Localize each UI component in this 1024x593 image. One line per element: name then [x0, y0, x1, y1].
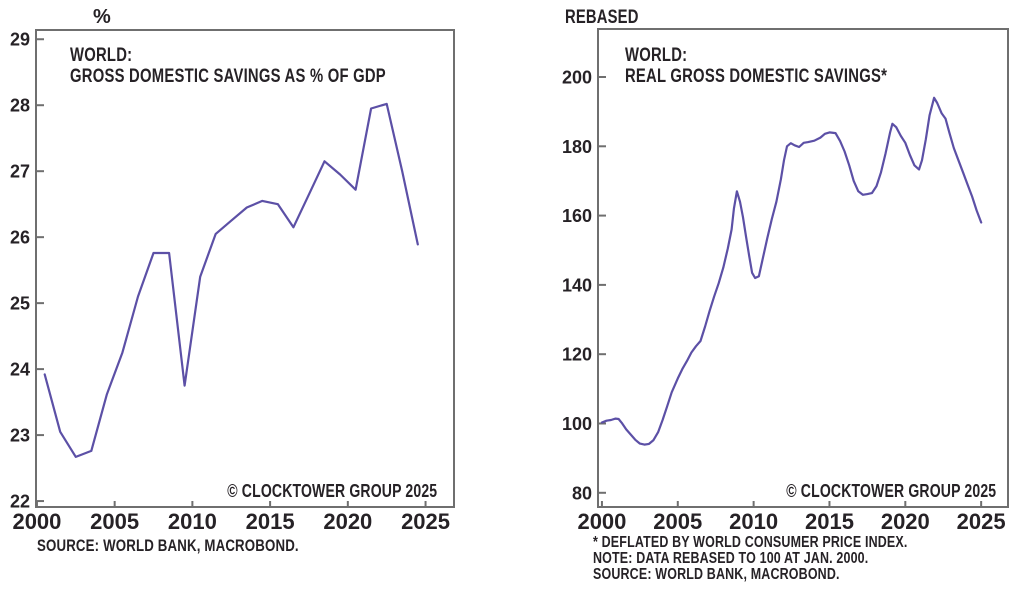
plot-frame — [35, 29, 455, 508]
y-axis-unit-label: % — [93, 6, 111, 28]
y-tick-label: 200 — [562, 67, 592, 87]
x-tick-label: 2015 — [805, 509, 854, 534]
y-tick-label: 29 — [10, 30, 30, 50]
data-series-line — [43, 102, 419, 458]
y-tick-label: 22 — [10, 492, 30, 512]
chart-gross-domestic-savings-pct-gdp: 29 28 27 26 25 24 23 22 2000 2005 2010 2015 2020 2025… — [10, 6, 455, 555]
y-tick-label: 120 — [562, 345, 592, 365]
chart-real-gross-domestic-savings: 200 180 160 140 120 100 80 2000 2005 2010 2015 2020… — [512, 0, 1024, 593]
data-series-line — [600, 96, 983, 446]
source-note-line: SOURCE: WORLD BANK, MACROBOND. — [593, 566, 840, 583]
y-tick-label: 140 — [562, 275, 592, 295]
x-tick-label: 2000 — [12, 509, 61, 534]
x-tick-label: 2005 — [653, 509, 702, 534]
source-note: SOURCE: WORLD BANK, MACROBOND. — [37, 537, 299, 555]
y-axis-unit-label: REBASED — [565, 7, 639, 28]
x-tick-label: 2015 — [246, 509, 295, 534]
y-tick-label: 180 — [562, 137, 592, 157]
footnote-rebased: NOTE: DATA REBASED TO 100 AT JAN. 2000. — [593, 550, 869, 567]
y-tick-label: 28 — [10, 96, 30, 116]
chart-title: WORLD: REAL GROSS DOMESTIC SAVINGS* — [625, 45, 887, 87]
chart-title-line1: WORLD: — [625, 45, 688, 66]
plot-frame — [597, 28, 1009, 508]
chart-title-line2: REAL GROSS DOMESTIC SAVINGS* — [625, 66, 888, 87]
x-tick-label: 2010 — [168, 509, 217, 534]
x-tick-label: 2005 — [90, 509, 139, 534]
x-tick-label: 2010 — [729, 509, 778, 534]
source-note-line: SOURCE: WORLD BANK, MACROBOND. — [37, 536, 299, 555]
y-tick-label: 80 — [572, 483, 592, 503]
footnote-deflated: * DEFLATED BY WORLD CONSUMER PRICE INDEX… — [593, 534, 908, 551]
y-tick-label: 23 — [10, 426, 30, 446]
copyright-stamp: © CLOCKTOWER GROUP 2025 — [226, 481, 437, 501]
x-tick-label: 2025 — [957, 509, 1006, 534]
x-tick-label: 2025 — [401, 509, 450, 534]
footnote-block: * DEFLATED BY WORLD CONSUMER PRICE INDEX… — [593, 535, 907, 583]
chart-title: WORLD: GROSS DOMESTIC SAVINGS AS % OF GD… — [70, 45, 386, 87]
copyright-stamp: © CLOCKTOWER GROUP 2025 — [785, 481, 996, 501]
chart-title-line1: WORLD: — [70, 45, 133, 66]
y-tick-label: 27 — [10, 162, 30, 182]
chart-title-line2: GROSS DOMESTIC SAVINGS AS % OF GDP — [70, 66, 386, 87]
x-tick-label: 2020 — [881, 509, 930, 534]
x-tick-label: 2020 — [323, 509, 372, 534]
y-tick-label: 25 — [10, 294, 30, 314]
y-tick-label: 100 — [562, 414, 592, 434]
plot-area-right: 200 180 160 140 120 100 80 2000 2005 2010 2015 2020… — [562, 28, 1009, 534]
x-tick-label: 2000 — [577, 509, 626, 534]
y-tick-label: 26 — [10, 228, 30, 248]
y-tick-label: 160 — [562, 206, 592, 226]
y-tick-label: 24 — [10, 360, 30, 380]
